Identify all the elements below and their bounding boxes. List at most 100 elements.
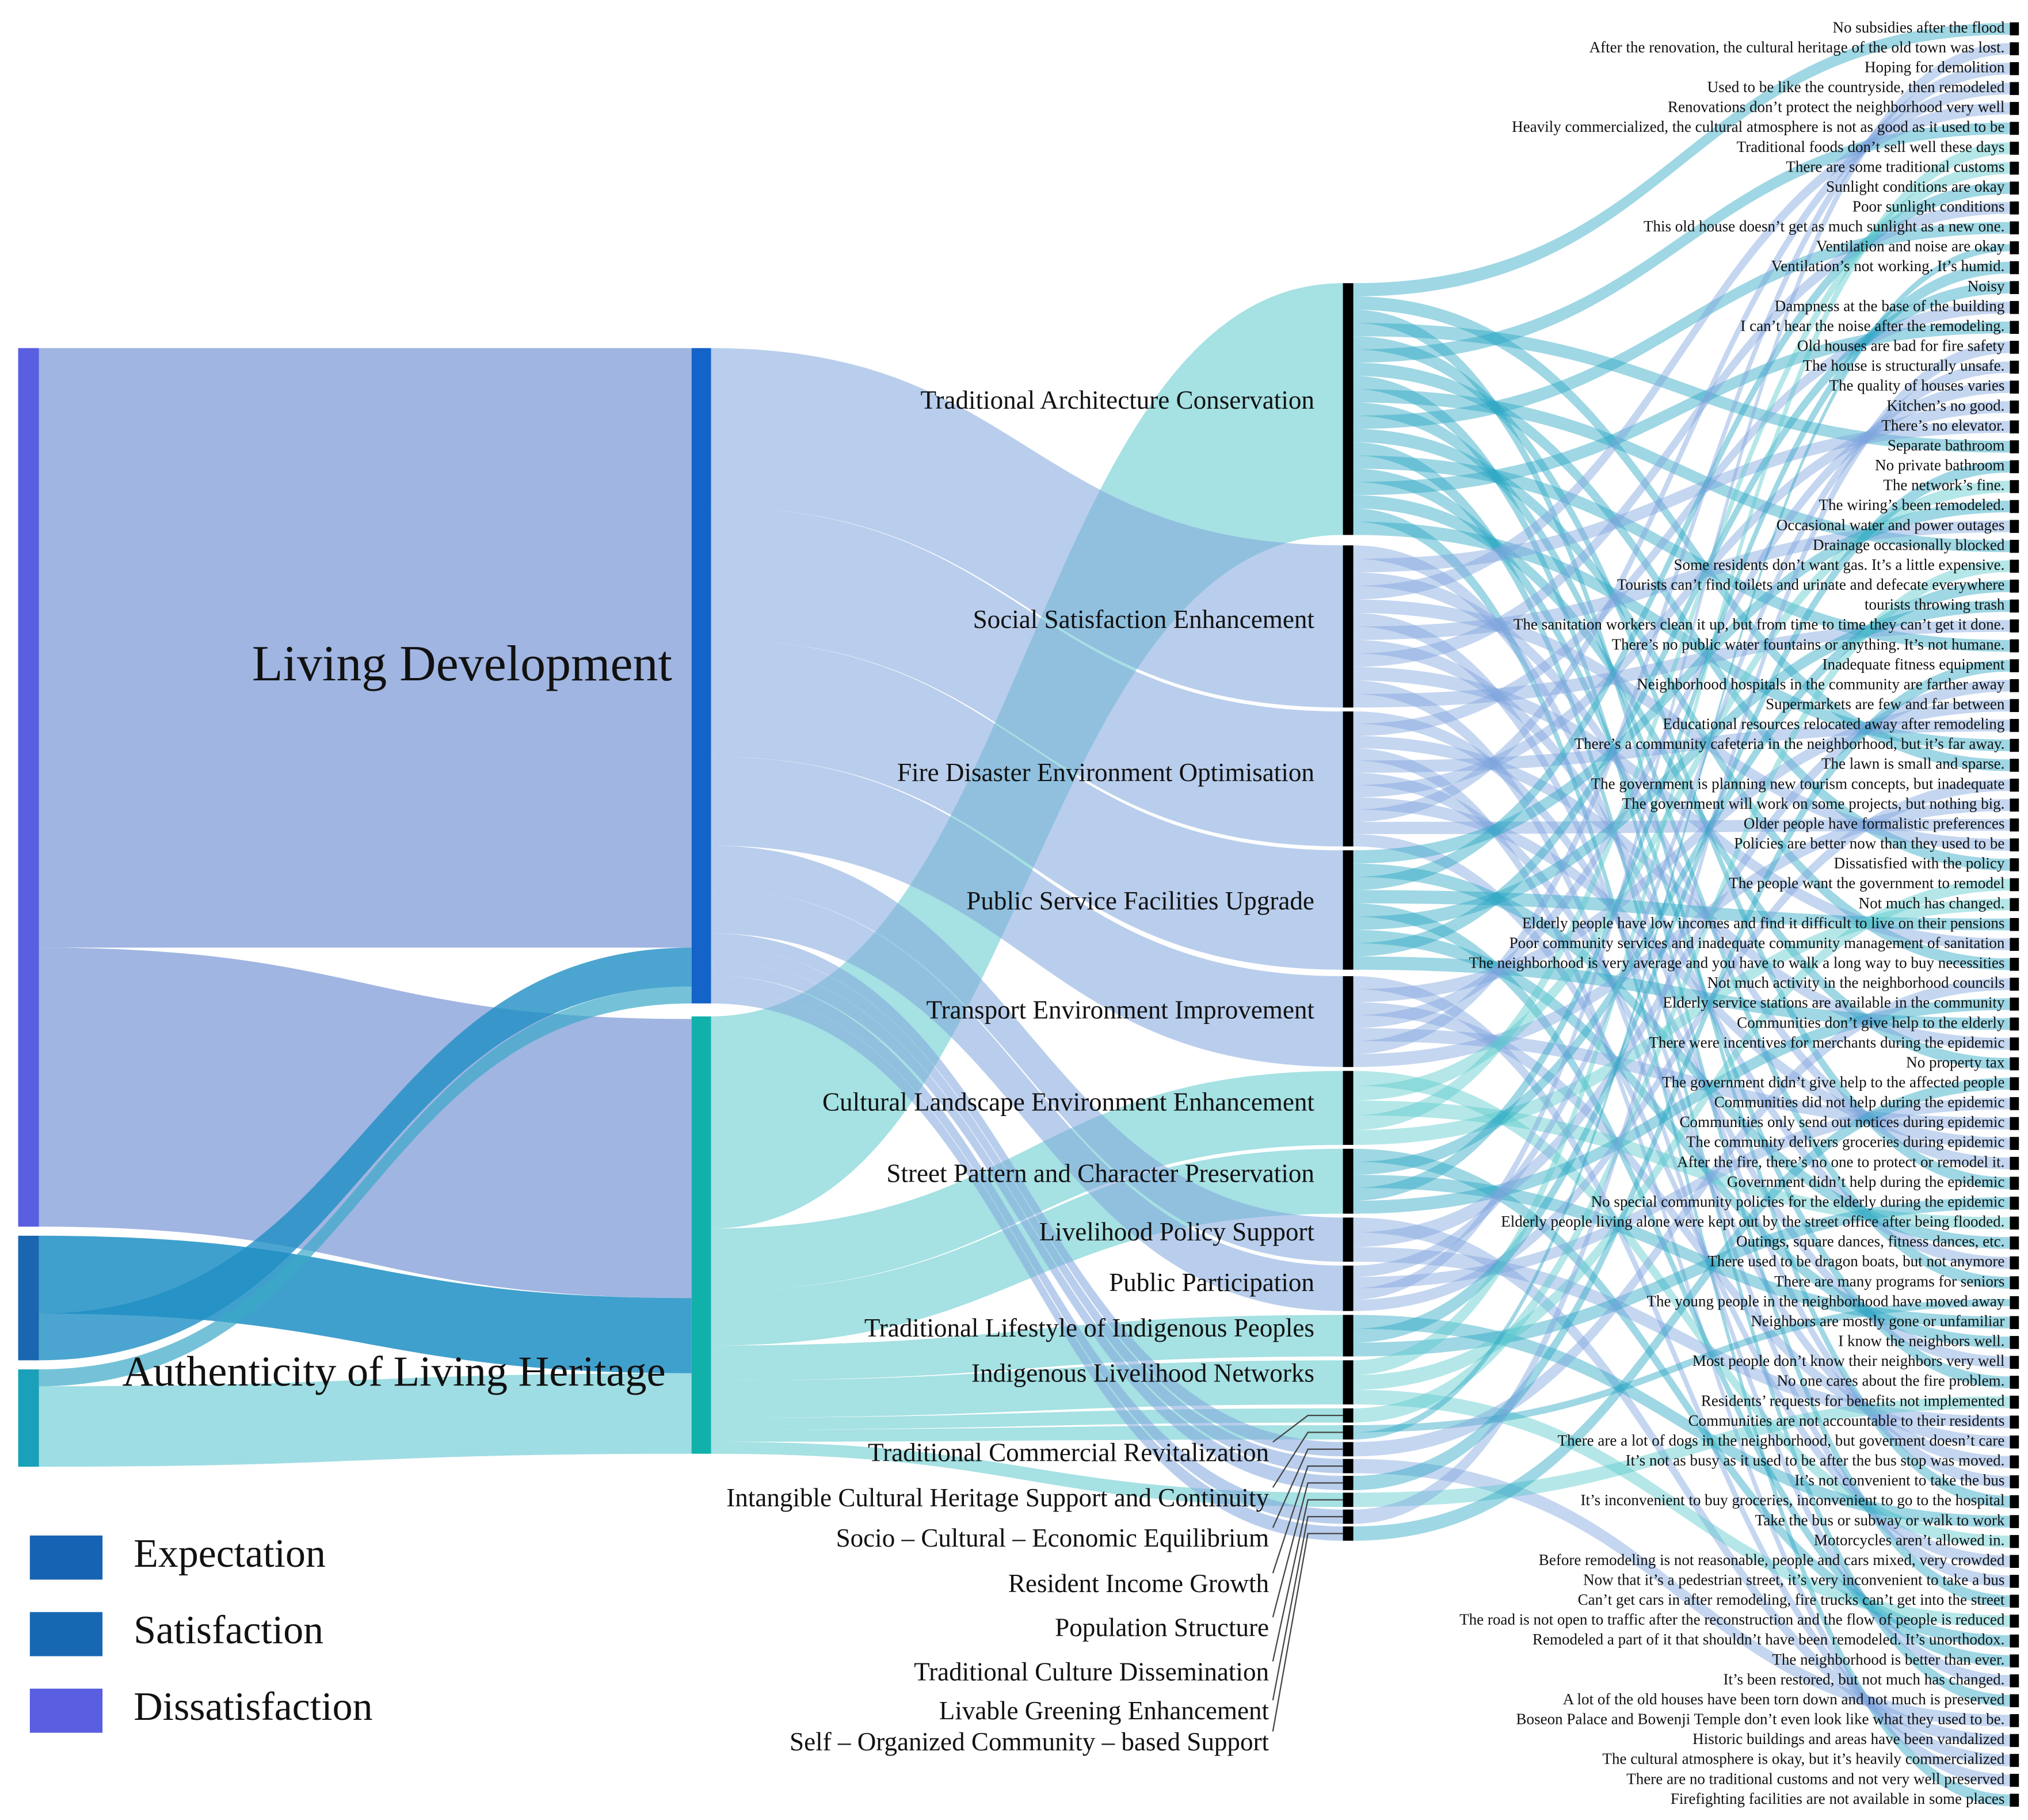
category-node — [1343, 850, 1354, 970]
category-node — [1343, 711, 1354, 847]
category-label: Public Participation — [1109, 1268, 1314, 1297]
flow — [1353, 599, 2010, 851]
response-node — [2010, 201, 2019, 215]
response-label: Separate bathroom — [1888, 436, 2005, 454]
response-node — [2010, 360, 2019, 374]
response-label: It’s inconvenient to buy groceries, inco… — [1581, 1491, 2005, 1509]
flow — [1353, 102, 2010, 600]
category-node — [1343, 1148, 1354, 1214]
response-node — [2010, 798, 2019, 812]
response-label: It’s not as busy as it used to be after … — [1626, 1452, 2005, 1469]
response-label: There are some traditional customs — [1786, 158, 2004, 175]
flow — [39, 1373, 692, 1467]
response-node — [2010, 1575, 2019, 1588]
flow — [1353, 244, 2010, 1440]
legend-label: Expectation — [134, 1532, 326, 1576]
response-node — [2010, 321, 2019, 334]
response-label: The young people in the neighborhood hav… — [1646, 1292, 2004, 1309]
response-node — [2010, 599, 2019, 613]
response-node — [2010, 1077, 2019, 1091]
response-node — [2010, 759, 2019, 772]
response-label: Older people have formalistic preference… — [1744, 814, 2005, 832]
flow — [1353, 296, 2010, 771]
leader-line — [1272, 1465, 1343, 1574]
category-label: Livable Greening Enhancement — [939, 1696, 1270, 1725]
flow — [1353, 261, 2010, 1201]
response-node — [2010, 520, 2019, 533]
flow — [1353, 281, 2010, 957]
flow — [1353, 719, 2010, 773]
response-node — [2010, 1694, 2019, 1708]
leader-line — [1272, 1482, 1343, 1618]
response-node — [2010, 1296, 2019, 1309]
flow — [39, 987, 692, 1387]
flow — [1353, 903, 2010, 1667]
response-label: Noisy — [1968, 277, 2005, 295]
response-label: Not much has changed. — [1859, 894, 2005, 912]
leader-line — [1272, 1431, 1343, 1488]
response-label: Before remodeling is not reasonable, peo… — [1539, 1551, 2005, 1568]
flow — [1353, 736, 2010, 1050]
response-node — [2010, 738, 2019, 752]
flow — [1353, 978, 2010, 1457]
response-node — [2010, 1455, 2019, 1469]
flow — [711, 348, 1343, 708]
response-label: Supermarkets are few and far between — [1766, 695, 2005, 713]
category-label: Intangible Cultural Heritage Support and… — [726, 1483, 1269, 1512]
response-label: No special community policies for the el… — [1591, 1193, 2005, 1210]
response-label: Sunlight conditions are okay — [1826, 178, 2005, 195]
flow — [1353, 748, 2010, 1787]
response-node — [2010, 460, 2019, 474]
response-label: Policies are better now than they used t… — [1734, 835, 2004, 852]
flow — [1353, 142, 2010, 1375]
response-label: It’s been restored, but not much has cha… — [1723, 1670, 2004, 1688]
category-node — [1343, 283, 1354, 535]
flow — [39, 1235, 692, 1373]
category-label: Livelihood Policy Support — [1039, 1217, 1315, 1246]
flow — [1353, 1100, 2010, 1229]
response-node — [2010, 1495, 2019, 1509]
response-label: The neighborhood is very average and you… — [1469, 954, 2005, 972]
category-node — [1343, 1360, 1354, 1405]
category-node — [1343, 1425, 1354, 1440]
flow — [711, 947, 1343, 1473]
response-node — [2010, 1555, 2019, 1568]
response-label: Elderly people have low incomes and find… — [1522, 914, 2005, 931]
response-node — [2010, 1615, 2019, 1628]
response-node — [2010, 281, 2019, 294]
flow — [1353, 1148, 2010, 1647]
response-node — [2010, 1017, 2019, 1031]
flow — [1353, 500, 2010, 864]
response-node — [2010, 1674, 2019, 1688]
flow — [1353, 930, 2010, 1349]
response-label: Neighborhood hospitals in the community … — [1637, 675, 2005, 692]
response-node — [2010, 102, 2019, 115]
response-label: There’s no elevator. — [1881, 417, 2004, 434]
response-node — [2010, 300, 2019, 314]
flow — [39, 947, 692, 1361]
dimension-label: Living Development — [252, 636, 672, 692]
response-label: Occasional water and power outages — [1777, 516, 2005, 534]
response-label: After the fire, there’s no one to protec… — [1677, 1153, 2004, 1170]
flow — [1353, 429, 2010, 970]
flow — [1353, 455, 2010, 652]
response-node — [2010, 878, 2019, 892]
flow — [1353, 381, 2010, 1029]
response-label: The network’s fine. — [1883, 477, 2004, 494]
response-node — [2010, 62, 2019, 75]
flow — [1353, 43, 2010, 1300]
response-label: Neighbors are mostly gone or unfamiliar — [1751, 1312, 2005, 1330]
category-node — [1343, 1492, 1354, 1507]
category-label: Fire Disaster Environment Optimisation — [897, 758, 1314, 787]
response-label: Old houses are bad for fire safety — [1797, 337, 2005, 355]
category-label: Self – Organized Community – based Suppo… — [790, 1727, 1269, 1756]
response-label: Historic buildings and areas have been v… — [1692, 1730, 2005, 1747]
flow — [1353, 976, 2010, 1766]
flow — [711, 507, 1343, 847]
flow — [1353, 600, 2010, 930]
response-label: Ventilation’s not working. It’s humid. — [1771, 257, 2005, 275]
flow — [1353, 1197, 2010, 1357]
category-node — [1343, 1476, 1354, 1490]
response-node — [2010, 1475, 2019, 1488]
flow — [1353, 122, 2010, 363]
